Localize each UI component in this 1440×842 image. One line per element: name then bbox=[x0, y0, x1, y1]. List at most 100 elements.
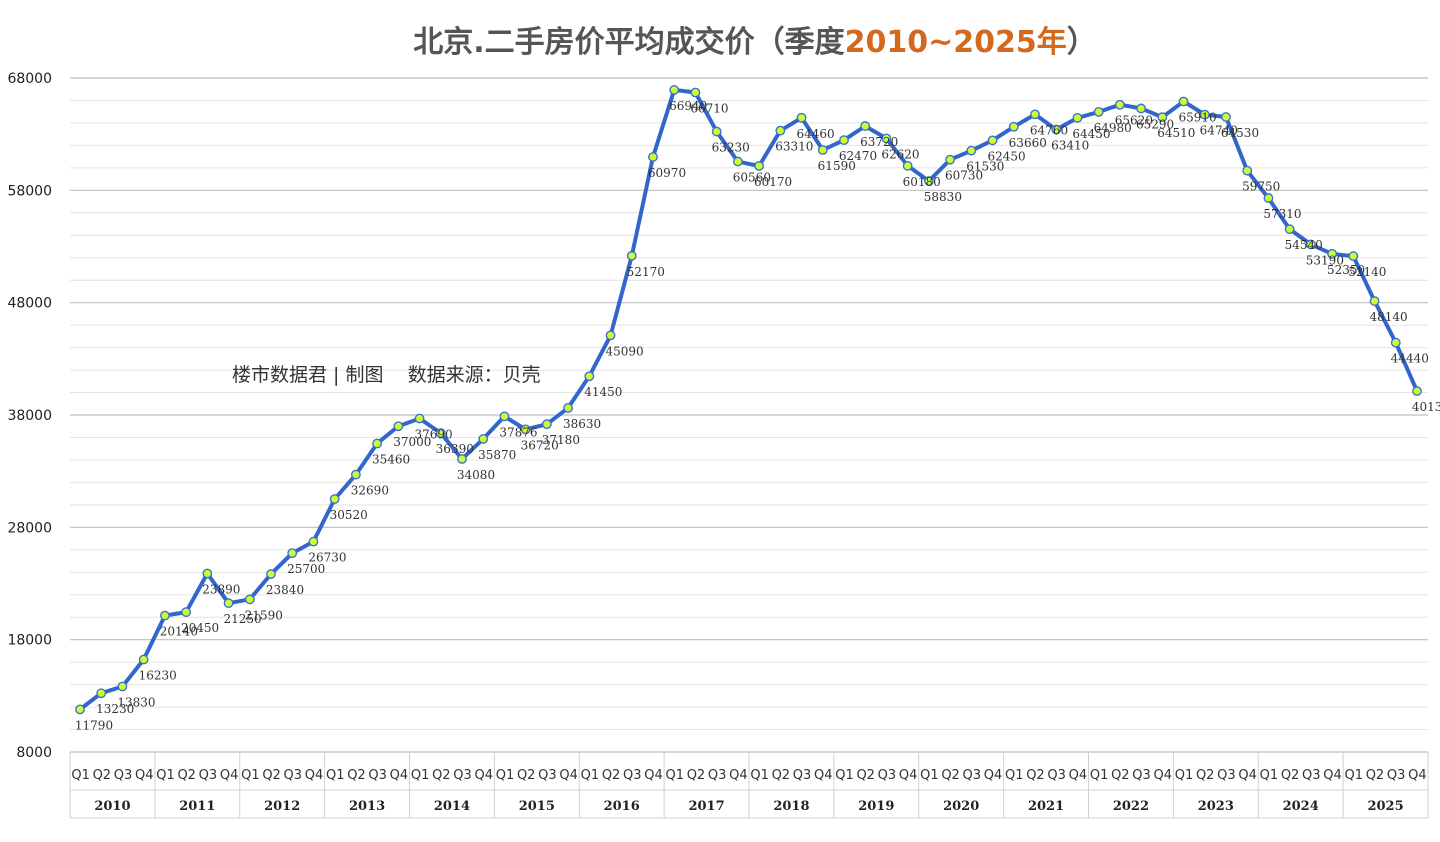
x-quarter-label: Q4 bbox=[135, 768, 154, 783]
x-quarter-label: Q3 bbox=[538, 768, 557, 783]
data-label: 64980 bbox=[1094, 121, 1132, 135]
data-point bbox=[244, 594, 255, 605]
x-quarter-label: Q3 bbox=[1047, 768, 1066, 783]
chart-title-close: ） bbox=[1067, 25, 1097, 60]
x-quarter-label: Q1 bbox=[1090, 768, 1109, 783]
x-quarter-label: Q4 bbox=[899, 768, 918, 783]
x-quarter-label: Q4 bbox=[390, 768, 409, 783]
data-label: 64510 bbox=[1157, 126, 1195, 140]
data-point bbox=[478, 434, 489, 444]
data-label: 64760 bbox=[1030, 123, 1068, 137]
credit-text: 楼市数据君 | 制图 数据来源：贝壳 bbox=[232, 364, 541, 386]
data-label: 59750 bbox=[1242, 180, 1280, 194]
chart-title: 北京.二手房价平均成交价（季度2010~2025年） bbox=[413, 25, 1097, 60]
x-quarter-label: Q4 bbox=[559, 768, 578, 783]
x-quarter-label: Q2 bbox=[856, 768, 875, 783]
data-label: 45090 bbox=[605, 344, 643, 358]
data-label: 60970 bbox=[648, 166, 686, 180]
x-quarter-label: Q2 bbox=[1281, 768, 1300, 783]
x-year-label: 2022 bbox=[1113, 799, 1149, 814]
x-year-label: 2025 bbox=[1367, 799, 1403, 814]
data-label: 23890 bbox=[202, 583, 240, 597]
data-point bbox=[350, 469, 361, 480]
series-layer bbox=[75, 85, 1422, 715]
data-label: 16230 bbox=[139, 669, 177, 683]
data-label: 44440 bbox=[1391, 352, 1429, 366]
x-quarter-label: Q3 bbox=[368, 768, 387, 783]
data-point bbox=[414, 413, 425, 424]
x-quarter-label: Q1 bbox=[496, 768, 515, 783]
data-label: 35870 bbox=[478, 448, 516, 462]
y-tick-label: 38000 bbox=[7, 408, 52, 424]
x-quarter-label: Q2 bbox=[687, 768, 706, 783]
data-point bbox=[732, 156, 743, 167]
x-year-label: 2018 bbox=[773, 799, 809, 814]
data-label: 61590 bbox=[818, 159, 856, 173]
data-point bbox=[1093, 107, 1104, 117]
x-year-label: 2016 bbox=[604, 799, 640, 814]
data-label: 63230 bbox=[712, 141, 750, 155]
data-label: 35460 bbox=[372, 453, 410, 467]
x-quarter-label: Q4 bbox=[984, 768, 1003, 783]
data-point bbox=[1199, 109, 1210, 120]
x-quarter-label: Q1 bbox=[241, 768, 260, 783]
x-quarter-label: Q2 bbox=[1366, 768, 1385, 783]
x-quarter-label: Q4 bbox=[305, 768, 324, 783]
data-point bbox=[669, 85, 680, 95]
x-quarter-label: Q2 bbox=[517, 768, 536, 783]
chart-title-main: 北京.二手房价平均成交价（季度 bbox=[413, 25, 844, 60]
data-label: 65910 bbox=[1178, 110, 1216, 124]
x-year-label: 2014 bbox=[434, 799, 470, 814]
x-quarter-label: Q4 bbox=[729, 768, 748, 783]
x-year-label: 2024 bbox=[1283, 799, 1319, 814]
data-label: 38630 bbox=[563, 417, 601, 431]
x-quarter-label: Q4 bbox=[1408, 768, 1427, 783]
data-point bbox=[138, 654, 149, 665]
y-axis: 8000 18000 28000 38000 48000 58000 68000 bbox=[7, 71, 52, 761]
y-tick-label: 48000 bbox=[7, 296, 52, 312]
data-label: 25700 bbox=[287, 562, 325, 576]
x-quarter-label: Q3 bbox=[623, 768, 642, 783]
data-point bbox=[584, 371, 595, 382]
x-quarter-label: Q4 bbox=[1069, 768, 1088, 783]
data-point bbox=[1327, 248, 1338, 259]
data-point bbox=[1157, 112, 1168, 123]
x-quarter-label: Q4 bbox=[1238, 768, 1257, 783]
data-point bbox=[648, 152, 658, 162]
data-point bbox=[1284, 224, 1295, 235]
data-label: 57310 bbox=[1263, 207, 1301, 221]
data-point bbox=[796, 112, 807, 123]
x-quarter-label: Q4 bbox=[475, 768, 494, 783]
x-year-label: 2023 bbox=[1198, 799, 1234, 814]
data-point bbox=[266, 569, 276, 579]
data-label: 60170 bbox=[754, 175, 792, 189]
data-point bbox=[605, 330, 616, 341]
data-label: 52140 bbox=[1348, 265, 1386, 279]
data-point bbox=[75, 704, 85, 715]
chart-title-range: 2010~2025年 bbox=[845, 25, 1067, 60]
x-quarter-label: Q1 bbox=[411, 768, 430, 783]
x-quarter-label: Q2 bbox=[177, 768, 196, 783]
x-year-label: 2013 bbox=[349, 799, 385, 814]
y-tick-label: 68000 bbox=[7, 71, 52, 87]
data-point bbox=[1348, 251, 1359, 262]
x-quarter-label: Q3 bbox=[708, 768, 727, 783]
data-point bbox=[1072, 112, 1083, 123]
data-point bbox=[626, 250, 637, 261]
data-point bbox=[775, 125, 786, 136]
data-label: 21250 bbox=[223, 612, 261, 626]
data-point bbox=[159, 610, 170, 621]
x-quarter-label: Q3 bbox=[878, 768, 897, 783]
x-quarter-label: Q3 bbox=[453, 768, 472, 783]
data-point bbox=[520, 424, 531, 435]
data-point bbox=[1051, 124, 1062, 135]
data-label: 63310 bbox=[775, 140, 813, 154]
data-label: 62470 bbox=[839, 149, 877, 163]
data-label: 37000 bbox=[393, 435, 431, 449]
data-label: 63720 bbox=[860, 135, 898, 149]
data-label: 37876 bbox=[499, 425, 537, 439]
x-quarter-label: Q1 bbox=[71, 768, 90, 783]
